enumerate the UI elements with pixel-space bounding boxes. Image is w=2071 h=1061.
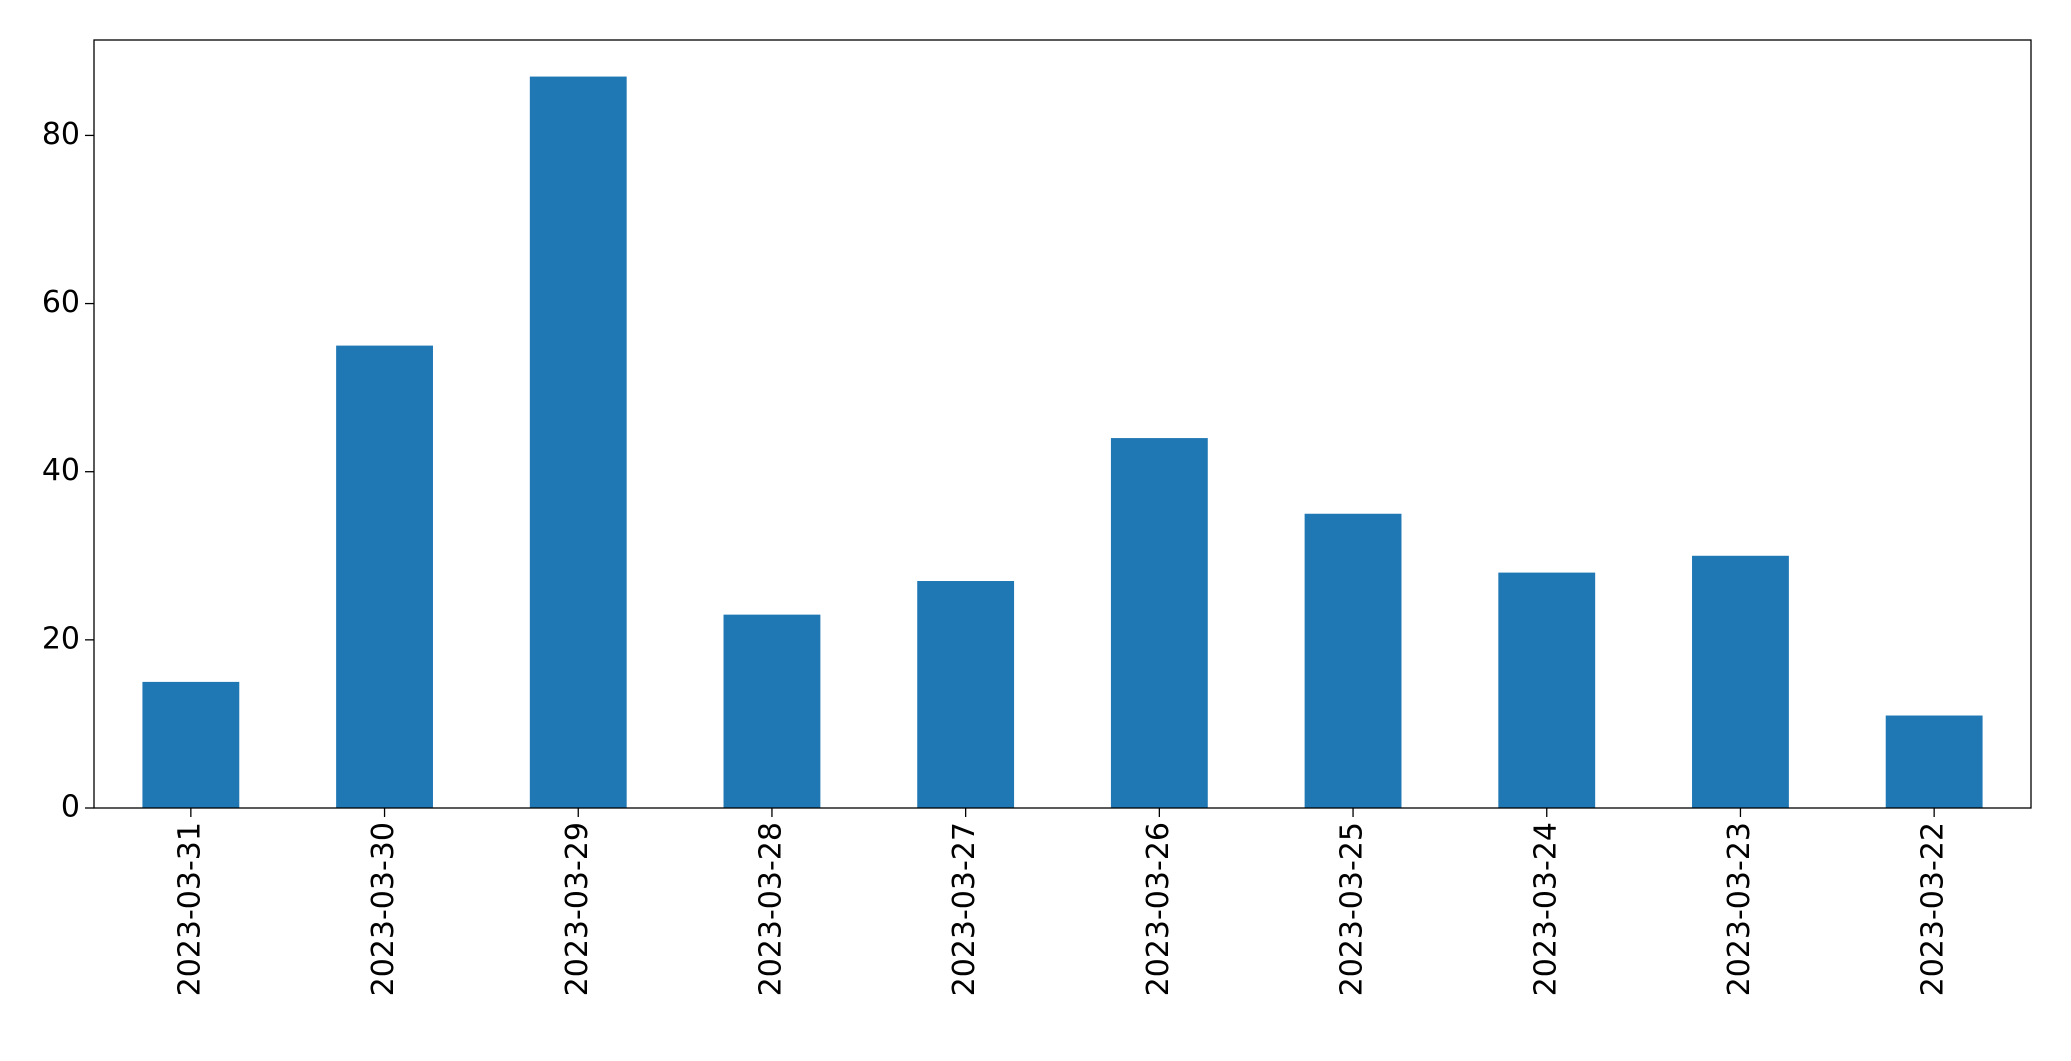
bar [529, 76, 627, 809]
x-tick-label: 2023-03-30 [366, 822, 401, 996]
y-tick-label: 20 [42, 621, 80, 656]
bar [1110, 438, 1208, 808]
bar [723, 614, 821, 808]
y-tick-label: 40 [42, 453, 80, 488]
bar [142, 681, 240, 808]
bar [1692, 555, 1789, 808]
bar [1304, 513, 1402, 808]
x-tick-label: 2023-03-27 [947, 822, 982, 996]
y-tick-label: 60 [42, 285, 80, 320]
x-tick-label: 2023-03-28 [753, 822, 788, 996]
x-tick-label: 2023-03-24 [1528, 822, 1563, 996]
bar [336, 345, 433, 808]
bar [917, 581, 1015, 808]
x-tick-label: 2023-03-23 [1722, 822, 1757, 996]
plot-frame [93, 39, 2032, 809]
y-tick-label: 80 [42, 117, 80, 152]
bar [1498, 572, 1596, 808]
x-tick-label: 2023-03-22 [1916, 822, 1951, 996]
y-tick-label: 0 [61, 790, 80, 825]
x-tick-label: 2023-03-31 [172, 822, 207, 996]
x-tick-label: 2023-03-26 [1141, 822, 1176, 996]
bar [1885, 715, 1983, 808]
x-tick-label: 2023-03-25 [1335, 822, 1370, 996]
x-tick-label: 2023-03-29 [560, 822, 595, 996]
